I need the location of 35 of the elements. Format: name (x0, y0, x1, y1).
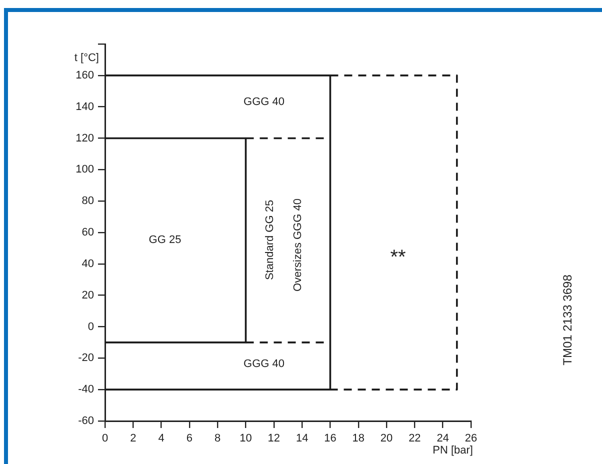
annotation: GGG 40 (244, 358, 284, 370)
y-tick-label: 20 (82, 289, 94, 302)
x-axis-title: PN [bar] (432, 444, 473, 457)
y-tick-label: -60 (78, 415, 94, 428)
y-tick-label: 60 (82, 226, 94, 239)
annotation: GG 25 (148, 234, 182, 246)
y-tick-label: 80 (82, 195, 94, 208)
x-tick-label: 16 (324, 432, 336, 445)
annotation: ** (390, 246, 406, 269)
y-tick-label: 0 (88, 320, 94, 333)
x-tick-label: 10 (240, 432, 252, 445)
annotation: Oversizes GGG 40 (292, 198, 304, 292)
y-tick-label: -40 (78, 384, 94, 396)
annotation: Standard GG 25 (264, 200, 276, 280)
y-tick-label: 160 (76, 69, 94, 82)
x-tick-label: 22 (408, 432, 421, 445)
x-tick-label: 8 (214, 432, 221, 445)
annotation: GGG 40 (244, 96, 284, 108)
x-tick-label: 18 (352, 432, 365, 445)
x-tick-label: 14 (296, 432, 308, 445)
y-tick-label: 40 (82, 258, 94, 270)
x-tick-label: 26 (464, 432, 478, 445)
x-tick-label: 6 (186, 432, 193, 445)
text: TM01 2133 3698 (560, 274, 574, 366)
x-tick-label: 0 (102, 432, 108, 445)
x-tick-label: 12 (268, 432, 280, 445)
y-tick-label: -20 (78, 352, 94, 364)
y-axis-title: t [°C] (74, 52, 99, 64)
x-tick-label: 4 (158, 432, 164, 445)
x-tick-label: 20 (380, 432, 393, 445)
x-tick-label: 24 (436, 432, 449, 445)
y-tick-label: 140 (76, 100, 94, 113)
x-tick-label: 2 (130, 432, 136, 445)
y-tick-label: 100 (76, 164, 94, 176)
y-tick-label: 120 (76, 132, 94, 144)
